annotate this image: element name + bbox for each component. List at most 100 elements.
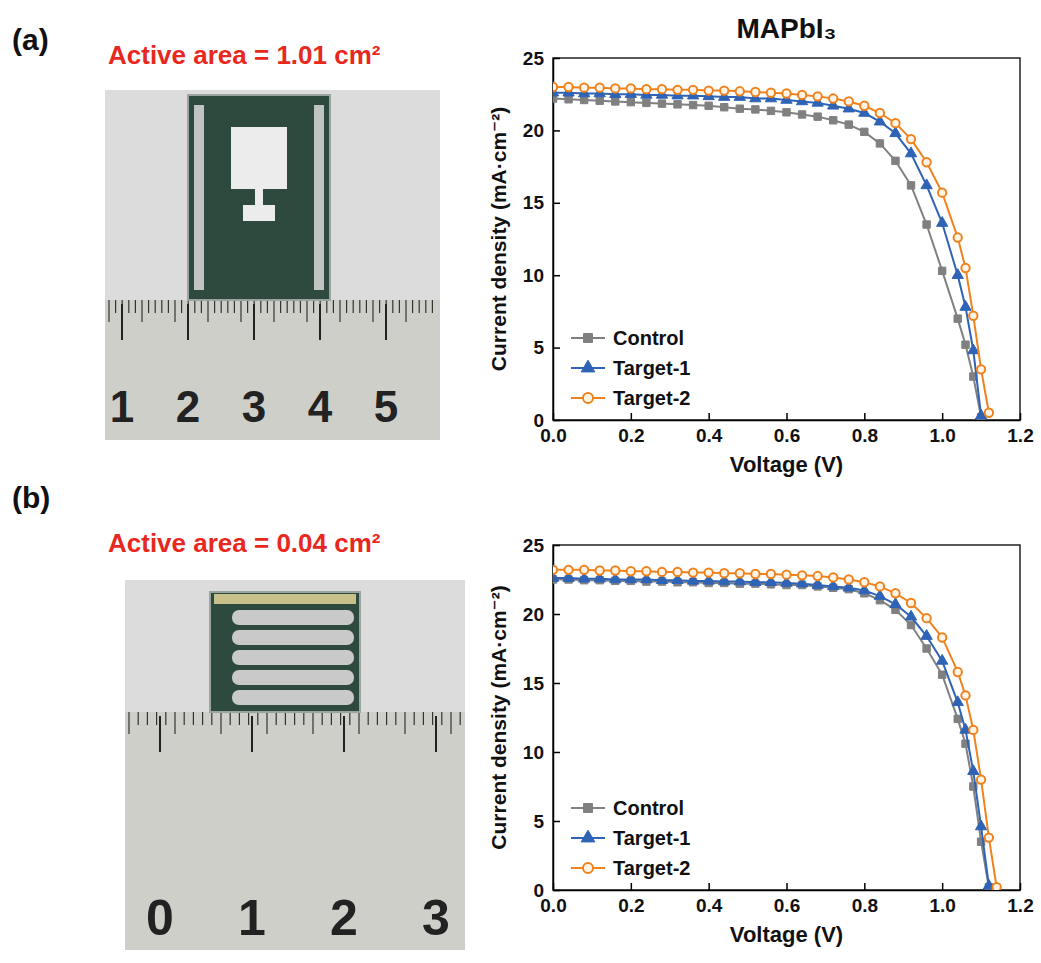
data-point	[977, 775, 985, 783]
data-point	[611, 566, 619, 574]
data-point	[954, 233, 962, 241]
data-point	[736, 569, 744, 577]
data-point	[876, 582, 884, 590]
y-tick: 15	[523, 673, 560, 694]
y-tick-mark	[553, 420, 560, 422]
ruler-tick	[280, 300, 281, 313]
ruler-tick	[115, 300, 116, 313]
ruler-tick	[405, 300, 406, 322]
x-tick-mark	[864, 413, 866, 420]
ruler-tick	[392, 300, 393, 313]
data-point	[938, 267, 945, 274]
data-point	[954, 668, 962, 676]
data-point	[736, 105, 743, 112]
data-point	[767, 89, 775, 97]
data-point	[674, 101, 681, 108]
y-tick-label: 10	[523, 742, 544, 763]
plot-frame	[553, 545, 1020, 890]
ruler-tick	[247, 300, 248, 313]
ruler-tick	[240, 300, 241, 322]
x-tick-mark	[708, 413, 710, 420]
electrode	[314, 105, 324, 290]
x-tick: 1.2	[1007, 413, 1033, 446]
x-tick: 0.6	[774, 883, 800, 916]
data-point	[596, 84, 604, 92]
data-point	[860, 578, 868, 586]
y-axis-title: Current density (mA·cm⁻²)	[487, 107, 510, 371]
data-point	[845, 97, 853, 105]
data-point	[704, 568, 712, 576]
data-point	[954, 315, 961, 322]
ruler-tick	[331, 712, 332, 725]
y-tick: 20	[523, 120, 560, 141]
data-point	[969, 726, 977, 734]
x-tick: 0.8	[852, 883, 878, 916]
ruler-tick	[419, 300, 420, 313]
x-tick-mark	[942, 413, 944, 420]
x-axis-title: Voltage (V)	[730, 452, 843, 477]
data-point	[798, 111, 805, 118]
y-tick: 5	[533, 811, 560, 832]
ruler-tick	[207, 300, 208, 322]
data-point	[922, 158, 930, 166]
device-photo: 12345	[105, 90, 440, 440]
y-tick-label: 15	[523, 673, 545, 694]
data-point	[642, 567, 650, 575]
ruler-label: 2	[330, 890, 358, 946]
legend-marker	[583, 393, 593, 403]
ruler-label: 4	[308, 382, 333, 431]
ruler-tick	[346, 300, 347, 313]
x-tick-label: 1.0	[929, 895, 955, 916]
data-point	[923, 645, 930, 652]
data-point	[767, 570, 775, 578]
device	[188, 95, 330, 300]
data-point	[798, 91, 806, 99]
x-tick: 0.6	[774, 413, 800, 446]
y-tick: 25	[523, 535, 560, 556]
y-tick: 0	[533, 410, 560, 431]
x-axis: 0.00.20.40.60.81.01.2	[540, 883, 1033, 916]
ruler-tick	[202, 712, 203, 725]
ruler-tick	[312, 712, 313, 734]
ruler-tick	[285, 712, 286, 725]
ruler-tick	[267, 300, 268, 313]
ruler-arrow	[121, 304, 123, 340]
y-tick-label: 20	[523, 120, 544, 141]
ruler-tick	[181, 300, 182, 313]
ruler-tick	[313, 300, 314, 313]
ruler-label: 1	[110, 382, 134, 431]
data-point	[977, 365, 985, 373]
x-tick: 0.8	[852, 413, 878, 446]
x-tick-label: 0.4	[696, 425, 723, 446]
data-point	[907, 182, 914, 189]
data-point	[921, 179, 932, 189]
ruler-tick	[368, 712, 369, 725]
ruler-tick	[450, 712, 451, 734]
ruler-label: 1	[238, 890, 266, 946]
legend-marker	[584, 334, 593, 343]
ruler-tick	[333, 300, 334, 313]
device-photo: 0123	[125, 580, 465, 950]
data-point	[658, 85, 666, 93]
data-point	[985, 833, 993, 841]
data-point	[891, 119, 899, 127]
legend-label: Target-1	[613, 827, 690, 849]
ruler-tick	[161, 300, 162, 313]
x-tick-label: 0.2	[618, 895, 644, 916]
ruler-tick	[165, 712, 166, 725]
data-point	[829, 573, 837, 581]
electrode	[232, 670, 354, 685]
data-point	[968, 765, 979, 775]
series-line	[553, 93, 981, 416]
ruler-arrow	[435, 716, 437, 752]
panel-letter: (b)	[12, 481, 50, 514]
ruler-tick	[174, 712, 175, 734]
x-tick-mark	[631, 883, 633, 890]
data-point	[814, 113, 821, 120]
x-tick-mark	[864, 883, 866, 890]
data-point	[596, 566, 604, 574]
data-point	[845, 121, 852, 128]
ruler-tick	[227, 300, 228, 313]
ruler-tick	[221, 300, 222, 313]
ruler-label: 5	[374, 382, 398, 431]
